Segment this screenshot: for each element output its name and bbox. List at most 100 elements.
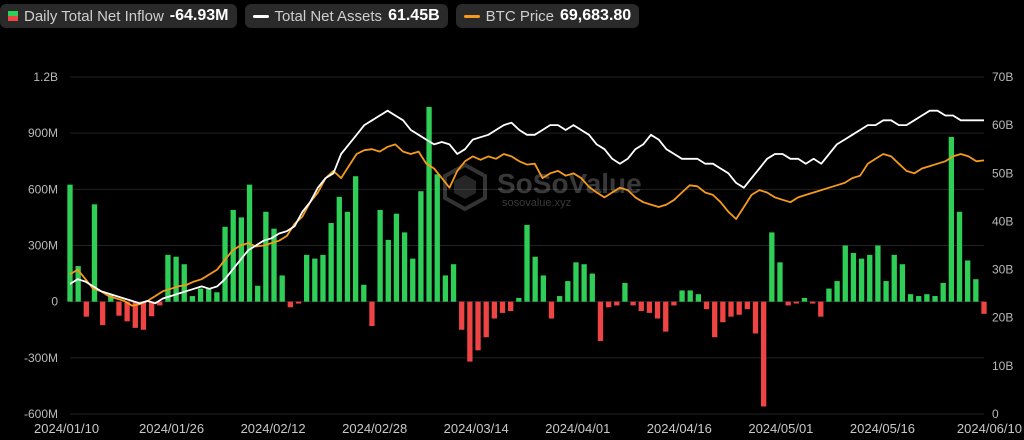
inflow-bar[interactable] (605, 301, 612, 308)
inflow-bar[interactable] (157, 301, 163, 306)
inflow-bar[interactable] (304, 254, 310, 302)
inflow-bar[interactable] (818, 301, 824, 317)
inflow-bar[interactable] (638, 301, 644, 312)
inflow-bar[interactable] (809, 301, 816, 304)
inflow-bar[interactable] (663, 301, 669, 332)
inflow-bar[interactable] (940, 282, 946, 302)
inflow-bar[interactable] (850, 252, 857, 302)
inflow-bar[interactable] (948, 136, 955, 302)
inflow-bar[interactable] (981, 301, 987, 314)
inflow-bar[interactable] (573, 262, 579, 302)
btc-price-line[interactable] (69, 143, 985, 307)
inflow-bar[interactable] (320, 254, 326, 302)
inflow-bar[interactable] (222, 226, 228, 302)
inflow-bar[interactable] (630, 301, 636, 306)
inflow-bar[interactable] (108, 294, 114, 302)
inflow-bar[interactable] (703, 301, 710, 310)
inflow-bar[interactable] (581, 264, 587, 302)
inflow-bar[interactable] (899, 264, 906, 302)
inflow-bar[interactable] (589, 273, 595, 302)
inflow-bar[interactable] (516, 297, 522, 302)
inflow-bar[interactable] (891, 254, 897, 302)
inflow-bar[interactable] (867, 254, 873, 302)
inflow-bar[interactable] (99, 301, 106, 326)
inflow-bar[interactable] (263, 211, 269, 302)
inflow-bar[interactable] (858, 258, 865, 302)
legend-btc-price[interactable]: BTC Price 69,683.80 (455, 4, 640, 28)
inflow-bar[interactable] (91, 204, 98, 302)
inflow-bar[interactable] (785, 301, 791, 306)
inflow-bar[interactable] (140, 301, 147, 330)
inflow-bar[interactable] (744, 301, 750, 310)
inflow-bar[interactable] (467, 301, 473, 362)
inflow-bar[interactable] (165, 254, 171, 302)
inflow-bar[interactable] (761, 301, 767, 407)
inflow-bar[interactable] (312, 258, 318, 302)
inflow-bar[interactable] (189, 296, 196, 302)
inflow-bar[interactable] (720, 301, 726, 323)
inflow-bar[interactable] (834, 281, 840, 302)
inflow-bar[interactable] (328, 223, 334, 302)
inflow-bar[interactable] (916, 296, 922, 302)
inflow-bar[interactable] (622, 282, 628, 302)
inflow-bar[interactable] (173, 256, 179, 302)
inflow-bar[interactable] (361, 284, 367, 302)
inflow-bar[interactable] (565, 281, 571, 302)
inflow-bar[interactable] (181, 264, 187, 302)
inflow-bar[interactable] (295, 301, 302, 304)
inflow-bar[interactable] (540, 275, 546, 302)
inflow-bar[interactable] (508, 301, 514, 312)
inflow-bar[interactable] (410, 258, 416, 302)
inflow-bar[interactable] (336, 196, 342, 302)
inflow-bar[interactable] (654, 301, 661, 319)
legend-daily-net-inflow[interactable]: Daily Total Net Inflow -64.93M (0, 4, 237, 28)
inflow-bar[interactable] (932, 296, 938, 302)
inflow-bar[interactable] (483, 301, 489, 338)
inflow-bar[interactable] (230, 209, 236, 302)
inflow-bar[interactable] (687, 290, 693, 302)
inflow-bar[interactable] (728, 301, 734, 317)
inflow-bar[interactable] (679, 290, 685, 302)
inflow-bar[interactable] (287, 301, 293, 308)
inflow-bar[interactable] (712, 301, 718, 338)
inflow-bar[interactable] (377, 209, 383, 302)
inflow-bar[interactable] (67, 184, 73, 302)
inflow-bar[interactable] (197, 288, 204, 302)
inflow-bar[interactable] (401, 232, 408, 302)
inflow-bar[interactable] (842, 245, 848, 302)
inflow-bar[interactable] (769, 232, 775, 302)
inflow-bar[interactable] (752, 301, 759, 334)
inflow-bar[interactable] (499, 301, 506, 313)
inflow-bar[interactable] (875, 245, 881, 302)
inflow-bar[interactable] (385, 239, 391, 302)
inflow-bar[interactable] (973, 279, 979, 302)
legend-total-net-assets[interactable]: Total Net Assets 61.45B (244, 4, 448, 28)
total-net-assets-line[interactable] (69, 109, 984, 305)
inflow-bar[interactable] (418, 191, 424, 302)
inflow-bar[interactable] (475, 301, 481, 351)
inflow-bar[interactable] (907, 294, 914, 302)
inflow-bar[interactable] (116, 301, 122, 316)
inflow-bar[interactable] (352, 176, 359, 302)
inflow-bar[interactable] (548, 301, 555, 319)
inflow-bar[interactable] (148, 301, 155, 317)
inflow-bar[interactable] (344, 211, 351, 302)
inflow-bar[interactable] (450, 264, 457, 302)
inflow-bar[interactable] (459, 301, 465, 330)
inflow-bar[interactable] (83, 301, 89, 317)
inflow-bar[interactable] (491, 301, 498, 319)
inflow-bar[interactable] (532, 256, 538, 302)
inflow-bar[interactable] (671, 301, 677, 306)
inflow-bar[interactable] (597, 301, 604, 341)
inflow-bar[interactable] (924, 294, 930, 302)
inflow-bar[interactable] (393, 213, 400, 302)
inflow-bar[interactable] (524, 224, 530, 302)
inflow-bar[interactable] (614, 301, 620, 306)
inflow-bar[interactable] (124, 301, 130, 322)
inflow-bar[interactable] (695, 294, 702, 302)
inflow-bar[interactable] (965, 260, 971, 302)
inflow-bar[interactable] (214, 292, 220, 302)
inflow-bar[interactable] (255, 285, 261, 302)
inflow-bar[interactable] (279, 275, 285, 302)
inflow-bar[interactable] (434, 174, 440, 302)
